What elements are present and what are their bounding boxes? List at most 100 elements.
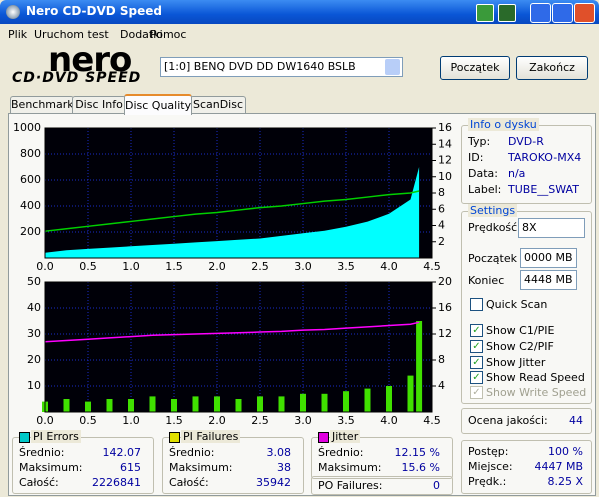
y2-tick-label: 14 — [438, 137, 452, 150]
stats-label: Całość: — [169, 476, 209, 489]
x-tick-label: 4.5 — [423, 414, 441, 426]
charts: 0.0 0.5 1.0 1.5 2.0 2.5 3.0 3.5 4.0 4.5 200 400 600 8… — [13, 121, 452, 426]
menu-item[interactable]: Plik — [8, 28, 28, 41]
end-input[interactable]: 4448 MB — [520, 270, 577, 290]
option-label[interactable]: Show C2/PIF — [486, 340, 554, 353]
tab[interactable]: Disc Info — [72, 96, 126, 113]
tab[interactable]: ScanDisc — [190, 96, 246, 113]
exit-button[interactable]: Zakończ — [516, 56, 588, 80]
bar — [63, 399, 70, 412]
bar — [85, 401, 91, 412]
stats-swatch — [19, 432, 30, 443]
y-tick-label: 10 — [27, 379, 41, 392]
menu-bar: Plik Uruchom test Dodatki Pomoc — [0, 25, 599, 43]
y2-tick-label: 2 — [438, 235, 445, 248]
x-tick-label: 0.0 — [36, 414, 54, 426]
progress-value: 4447 MB — [534, 460, 583, 473]
window-title: Nero CD-DVD Speed — [26, 4, 162, 18]
stats-value: 3.08 — [266, 446, 292, 459]
quality-box: Ocena jakości: 44 — [461, 408, 592, 434]
logo: nero — [48, 40, 132, 80]
start-input[interactable]: 0000 MB — [520, 248, 577, 268]
x-tick-label: 0.0 — [36, 260, 54, 273]
option-label[interactable]: Show Jitter — [486, 356, 546, 369]
checkbox[interactable]: ✓ — [470, 340, 483, 353]
tray-button[interactable] — [498, 4, 516, 22]
x-tick-label: 2.5 — [251, 414, 269, 426]
progress-label: Postęp: — [468, 445, 509, 458]
bar — [416, 321, 423, 412]
info-value: TAROKO-MX4 — [508, 151, 582, 164]
menu-item[interactable]: Uruchom test — [34, 28, 109, 41]
speed-select[interactable]: 8X — [518, 218, 585, 238]
progress-label: Prędk.: — [468, 475, 507, 488]
checkbox[interactable] — [470, 298, 483, 311]
plot-frame — [44, 127, 433, 259]
checkbox[interactable]: ✓ — [470, 356, 483, 369]
x-tick-label: 2.0 — [208, 260, 226, 273]
progress-label: Miejsce: — [468, 460, 513, 473]
stats-value: 2226841 — [92, 476, 141, 489]
y2-tick-label: 8 — [438, 353, 445, 366]
info-label: Typ: — [468, 135, 491, 148]
stats-value: 615 — [120, 461, 141, 474]
bar — [257, 396, 263, 412]
x-tick-label: 2.0 — [208, 414, 226, 426]
y-tick-label: 30 — [27, 327, 41, 340]
bar — [106, 399, 113, 412]
checkbox[interactable]: ✓ — [470, 371, 483, 384]
line — [44, 321, 420, 343]
info-value: DVD-R — [508, 135, 544, 148]
tab[interactable]: Disc Quality — [124, 94, 192, 115]
x-tick-label: 4.0 — [380, 260, 398, 273]
option-label[interactable]: Quick Scan — [486, 298, 548, 311]
stats-value: 38 — [277, 461, 291, 474]
x-tick-label: 3.0 — [294, 260, 312, 273]
x-tick-label: 0.5 — [79, 260, 97, 273]
plot-area — [45, 282, 432, 412]
stats-label: Średnio: — [19, 446, 65, 459]
stats-box: Jitter Średnio: 12.15 % Maksimum: 15.6 % — [311, 430, 453, 479]
info-label: ID: — [468, 151, 484, 164]
x-tick-label: 3.5 — [337, 414, 355, 426]
drive-select[interactable]: [1:0] BENQ DVD DD DW1640 BSLB — [160, 57, 403, 77]
x-tick-label: 1.0 — [122, 260, 140, 273]
start-label: Początek — [468, 252, 517, 265]
tray-button[interactable] — [476, 4, 494, 22]
dropdown-arrow[interactable] — [385, 59, 400, 75]
y2-tick-label: 12 — [438, 154, 452, 167]
x-tick-label: 4.5 — [423, 260, 441, 273]
x-tick-label: 1.0 — [122, 414, 140, 426]
menu-item[interactable]: Pomoc — [150, 28, 187, 41]
start-button[interactable]: Początek — [440, 56, 510, 80]
option-label: Show Write Speed — [486, 386, 587, 399]
bar — [235, 399, 242, 412]
y-tick-label: 50 — [27, 275, 41, 288]
stats-label: Całość: — [19, 476, 59, 489]
tab[interactable]: Benchmark — [10, 96, 74, 113]
option-label[interactable]: Show C1/PIE — [486, 324, 555, 337]
option-label[interactable]: Show Read Speed — [486, 371, 585, 384]
y-tick-label: 1000 — [13, 121, 41, 134]
minimize-button[interactable] — [530, 3, 551, 23]
stats-value: 12.15 % — [394, 446, 440, 459]
stats-title: PI Errors — [31, 430, 81, 443]
menu-item[interactable]: Dodatki — [120, 28, 163, 41]
checkbox[interactable]: ✓ — [470, 324, 483, 337]
settings-group: Settings Prędkość 8X Początek 0000 MB Ko… — [461, 204, 592, 404]
stats-title: PI Failures — [181, 430, 241, 443]
maximize-button[interactable] — [552, 3, 573, 23]
disc-info-group: Info o dysku Typ: DVD-R ID: TAROKO-MX4 Data: n… — [461, 118, 592, 204]
stats-label: Średnio: — [169, 446, 215, 459]
y2-tick-label: 16 — [438, 301, 452, 314]
bar — [149, 396, 156, 412]
progress-box: Postęp: 100 % Miejsce: 4447 MB Prędk.: 8.25 X — [461, 440, 592, 494]
bar — [128, 399, 134, 412]
bar — [278, 396, 285, 412]
y-tick-label: 400 — [20, 199, 41, 212]
stats-value: 142.07 — [102, 446, 142, 459]
x-tick-label: 4.0 — [380, 414, 398, 426]
close-button[interactable] — [574, 3, 595, 23]
y2-tick-label: 6 — [438, 202, 445, 215]
y2-tick-label: 16 — [438, 121, 452, 134]
